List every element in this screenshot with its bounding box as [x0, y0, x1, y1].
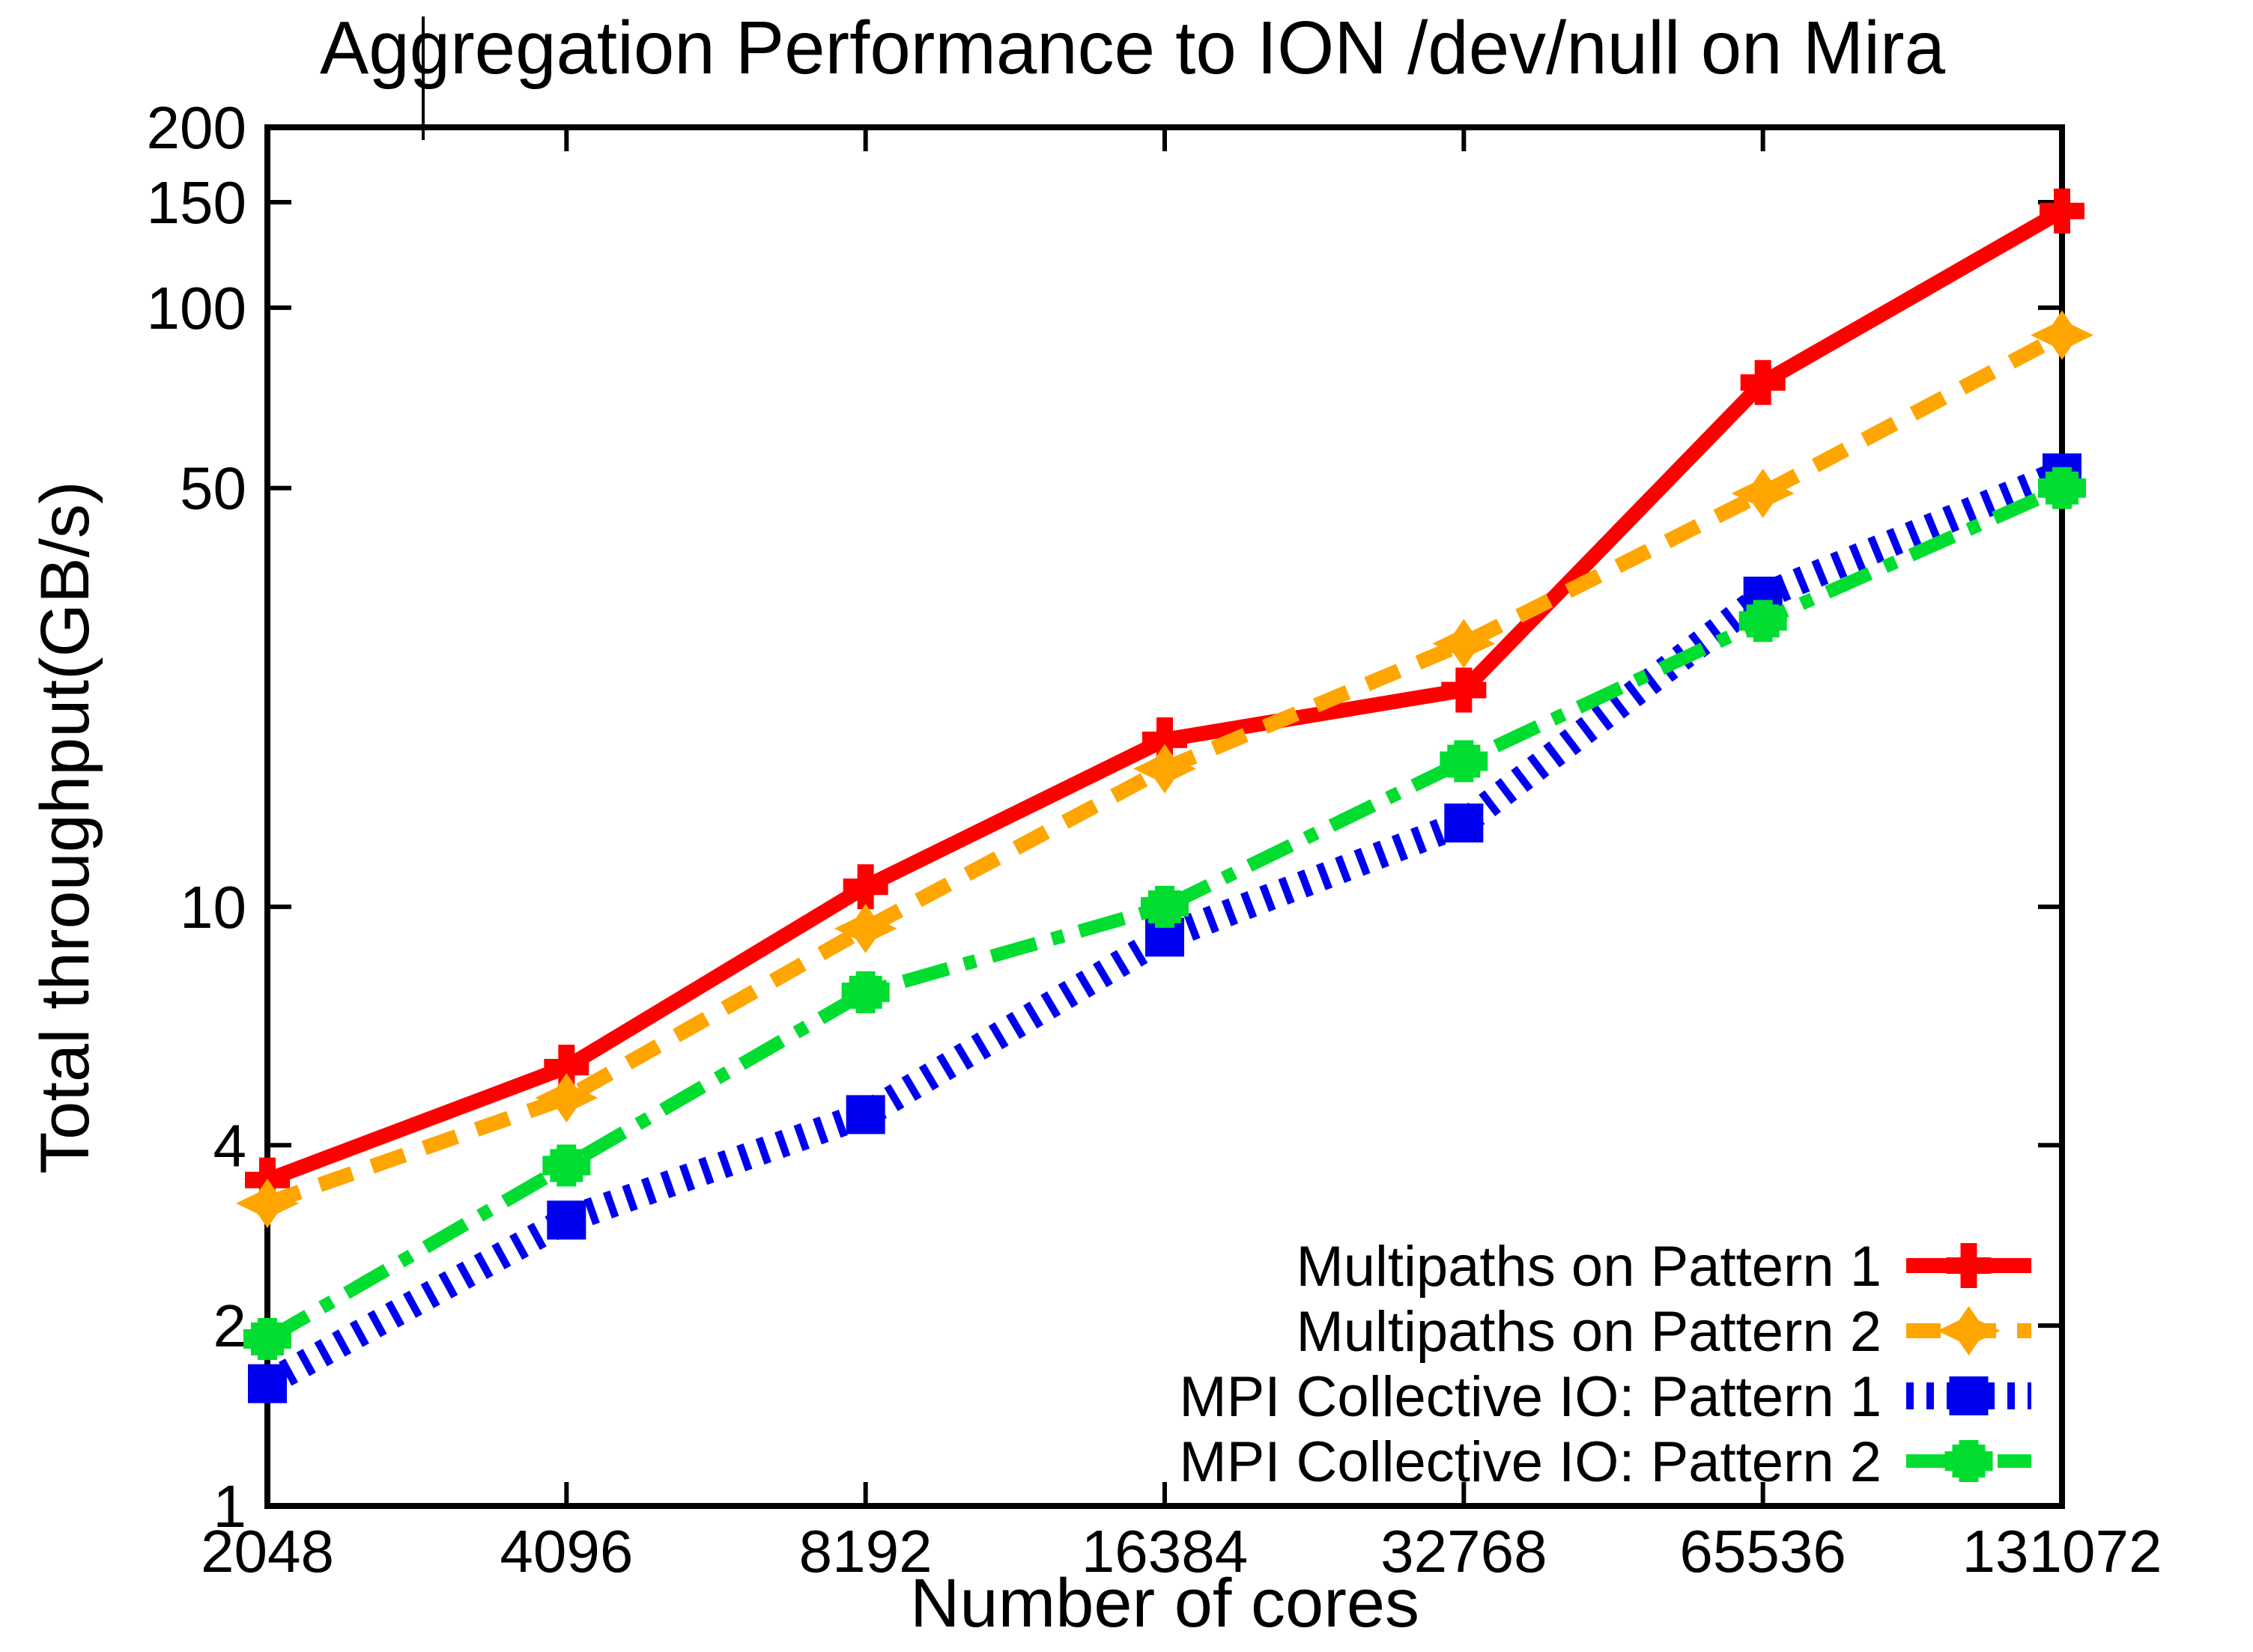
legend-key-marker-1	[1937, 1306, 2001, 1355]
series-2-marker	[846, 1095, 885, 1135]
y-axis-label: Total throughput(GB/s)	[27, 481, 103, 1174]
series-1-marker	[1432, 619, 1496, 669]
x-tick-label: 131072	[1962, 1518, 2162, 1585]
y-tick-label: 2	[213, 1293, 247, 1359]
series-3-marker	[251, 1322, 284, 1355]
series-0-marker	[1740, 359, 1786, 405]
series-line-0	[264, 204, 2066, 1188]
legend-key-marker-0	[1946, 1243, 1992, 1288]
chart-title: Aggregation Performance to ION /dev/null…	[320, 6, 1945, 90]
cursor-artifact	[422, 16, 425, 140]
legend-key-marker-2	[1949, 1376, 1989, 1415]
series-0-marker	[2040, 188, 2084, 234]
series-1-marker	[535, 1072, 598, 1123]
x-tick-label: 16384	[1082, 1518, 1248, 1585]
legend-label-3: MPI Collective IO: Pattern 2	[1179, 1430, 1881, 1494]
y-tick-label: 200	[147, 94, 246, 161]
x-tick-label: 4096	[500, 1518, 633, 1585]
x-axis-label: Number of cores	[910, 1565, 1419, 1642]
series-1-marker	[1731, 468, 1795, 518]
legend-label-0: Multipaths on Pattern 1	[1296, 1235, 1881, 1299]
series-2-marker	[1444, 804, 1484, 843]
legend-key-marker-3	[1952, 1445, 1986, 1478]
series-3-marker	[1148, 890, 1181, 923]
series-3-marker	[849, 976, 882, 1009]
series-0-marker	[843, 864, 888, 910]
series-1-marker	[236, 1178, 299, 1228]
y-tick-label: 100	[147, 275, 246, 341]
y-tick-label: 10	[180, 874, 246, 941]
y-tick-label: 1	[213, 1473, 247, 1540]
series-0-marker	[1441, 667, 1487, 713]
x-tick-label: 2048	[201, 1518, 334, 1585]
series-2-marker	[547, 1200, 586, 1240]
x-tick-label: 8192	[799, 1518, 933, 1585]
series-3-marker	[1746, 604, 1780, 638]
series-1-marker	[1133, 744, 1196, 794]
x-tick-label: 32768	[1380, 1518, 1547, 1585]
legend-label-1: Multipaths on Pattern 2	[1296, 1300, 1881, 1364]
series-3-marker	[1447, 744, 1481, 778]
y-tick-label: 4	[213, 1112, 247, 1179]
series-3-marker	[550, 1149, 583, 1182]
legend-label-2: MPI Collective IO: Pattern 1	[1179, 1365, 1881, 1429]
y-tick-label: 150	[147, 169, 246, 236]
series-1-marker	[2031, 310, 2093, 360]
series-3-marker	[2046, 471, 2078, 505]
x-tick-label: 65536	[1679, 1518, 1846, 1585]
series-1-marker	[834, 903, 897, 953]
series-2-marker	[248, 1364, 287, 1403]
plot-border	[264, 124, 2065, 1509]
y-tick-label: 50	[180, 455, 246, 522]
